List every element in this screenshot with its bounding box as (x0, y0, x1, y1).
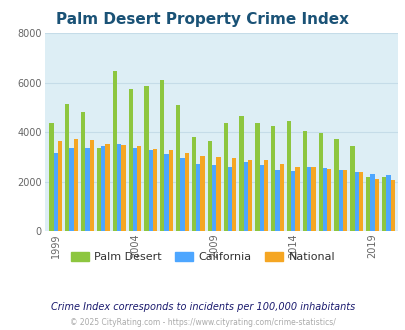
Bar (334, 139, 338, 231)
Bar (148, 150, 153, 231)
Bar (381, 177, 385, 231)
Bar (311, 167, 315, 231)
Bar (338, 170, 342, 231)
Bar (132, 148, 137, 231)
Bar (263, 160, 267, 231)
Bar (271, 126, 275, 231)
Bar (247, 160, 252, 231)
Bar (374, 179, 378, 231)
Bar (69, 148, 74, 231)
Bar (223, 123, 227, 231)
Bar (385, 175, 390, 231)
Bar (164, 154, 168, 231)
Bar (322, 168, 326, 231)
Bar (354, 172, 358, 231)
Bar (176, 105, 180, 231)
Bar (196, 164, 200, 231)
Bar (85, 148, 90, 231)
Bar (121, 145, 125, 231)
Bar (74, 139, 78, 231)
Bar (144, 86, 148, 231)
Bar (279, 164, 283, 231)
Bar (113, 71, 117, 231)
Bar (306, 167, 311, 231)
Bar (318, 133, 322, 231)
Bar (342, 170, 346, 231)
Bar (390, 180, 394, 231)
Bar (184, 153, 188, 231)
Text: Crime Index corresponds to incidents per 100,000 inhabitants: Crime Index corresponds to incidents per… (51, 302, 354, 312)
Text: Palm Desert Property Crime Index: Palm Desert Property Crime Index (56, 12, 349, 26)
Bar (180, 158, 184, 231)
Bar (243, 162, 247, 231)
Bar (153, 149, 157, 231)
Bar (128, 89, 132, 231)
Bar (326, 169, 330, 231)
Bar (286, 121, 290, 231)
Bar (295, 167, 299, 231)
Bar (350, 146, 354, 231)
Bar (239, 116, 243, 231)
Bar (81, 112, 85, 231)
Bar (200, 155, 204, 231)
Bar (216, 157, 220, 231)
Bar (58, 141, 62, 231)
Bar (365, 177, 369, 231)
Bar (207, 141, 211, 231)
Bar (137, 146, 141, 231)
Bar (255, 123, 259, 231)
Text: © 2025 CityRating.com - https://www.cityrating.com/crime-statistics/: © 2025 CityRating.com - https://www.city… (70, 318, 335, 327)
Bar (232, 158, 236, 231)
Bar (369, 174, 374, 231)
Bar (192, 137, 196, 231)
Bar (302, 131, 306, 231)
Bar (259, 165, 263, 231)
Bar (160, 80, 164, 231)
Bar (275, 170, 279, 231)
Bar (117, 145, 121, 231)
Bar (53, 153, 58, 231)
Bar (227, 167, 232, 231)
Bar (97, 148, 101, 231)
Bar (358, 172, 362, 231)
Bar (290, 171, 295, 231)
Bar (211, 165, 216, 231)
Bar (49, 123, 53, 231)
Bar (101, 146, 105, 231)
Bar (168, 150, 173, 231)
Bar (105, 144, 109, 231)
Legend: Palm Desert, California, National: Palm Desert, California, National (66, 248, 339, 267)
Bar (65, 104, 69, 231)
Bar (90, 140, 94, 231)
